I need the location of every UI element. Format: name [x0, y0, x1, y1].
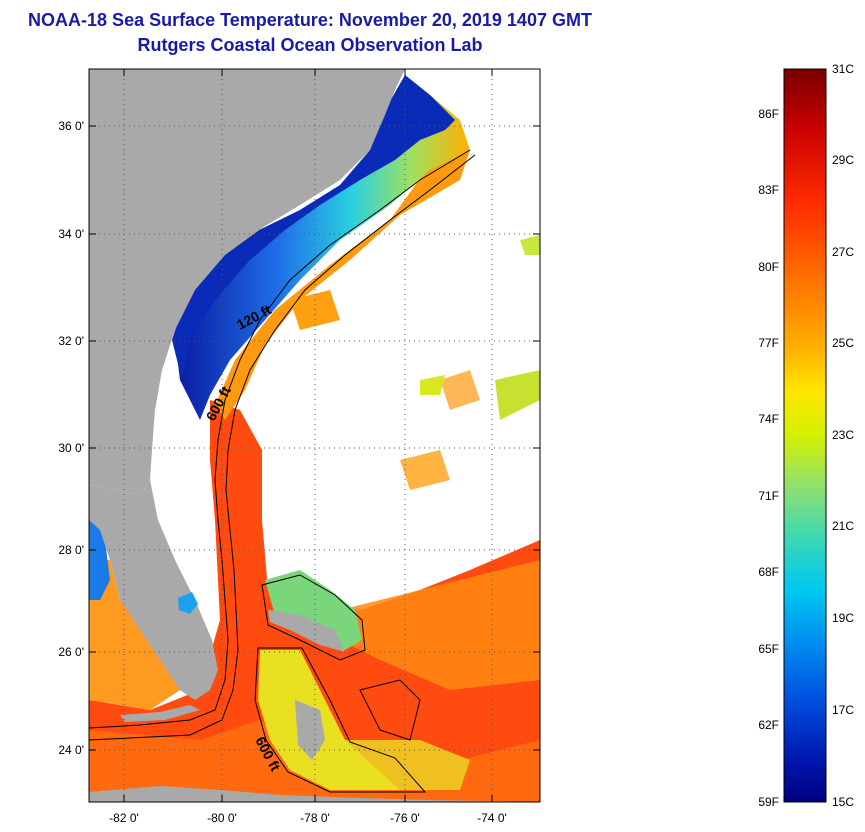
celsius-label: 23C [832, 428, 854, 442]
lat-label: 24 0' [58, 743, 84, 757]
fahrenheit-label: 65F [758, 642, 779, 656]
outer-orange-water [300, 560, 540, 690]
lon-label: -82 0' [109, 811, 139, 825]
bahamas-contour [254, 647, 427, 793]
lon-label: -76 0' [390, 811, 420, 825]
celsius-label: 27C [832, 245, 854, 259]
fahrenheit-label: 71F [758, 489, 779, 503]
shelf-orange-water [215, 150, 470, 420]
warm-patch [440, 370, 480, 410]
celsius-label: 17C [832, 703, 854, 717]
fahrenheit-label: 77F [758, 336, 779, 350]
lon-label: -78 0' [300, 811, 330, 825]
bahamas-contour [261, 574, 366, 661]
florida-keys [120, 705, 200, 722]
lat-label: 26 0' [58, 645, 84, 659]
lat-label: 32 0' [58, 334, 84, 348]
map-title: NOAA-18 Sea Surface Temperature: Novembe… [28, 10, 592, 30]
andros-island [295, 700, 325, 760]
lat-label: 36 0' [58, 119, 84, 133]
colorbar-fahrenheit-labels: 86F 83F 80F 77F 74F 71F 68F 65F 62F 59F [758, 107, 779, 809]
florida-land [89, 480, 218, 700]
florida-west-coast-water [89, 560, 180, 710]
fahrenheit-label: 80F [758, 260, 779, 274]
grid-lines [89, 69, 540, 802]
contour-120ft [89, 149, 471, 729]
great-bahama-bank [258, 650, 420, 790]
lake-okeechobee [178, 592, 198, 614]
map-subtitle: Rutgers Coastal Ocean Observation Lab [137, 35, 483, 55]
fahrenheit-label: 86F [758, 107, 779, 121]
dark-blue-nearshore [172, 75, 455, 380]
fahrenheit-label: 62F [758, 718, 779, 732]
celsius-label: 29C [832, 153, 854, 167]
lon-label: -74 0' [477, 811, 507, 825]
celsius-label: 21C [832, 519, 854, 533]
axis-ticks [89, 69, 540, 802]
map-area: 120 ft 600 ft 600 ft [89, 69, 540, 802]
lat-label: 34 0' [58, 227, 84, 241]
bahama-bank-south [345, 740, 470, 790]
warm-patch [400, 450, 450, 490]
yellow-green-patch [420, 375, 445, 395]
contour-600ft [89, 154, 476, 741]
celsius-label: 15C [832, 795, 854, 809]
colorbar [783, 68, 827, 803]
fahrenheit-label: 68F [758, 565, 779, 579]
grand-bahama-island [268, 610, 345, 652]
latitude-labels: 36 0' 34 0' 32 0' 30 0' 28 0' 26 0' 24 0… [58, 119, 84, 757]
lon-label: -80 0' [207, 811, 237, 825]
little-bahama-bank [265, 570, 362, 650]
bahamas-contour [359, 679, 421, 741]
celsius-label: 19C [832, 611, 854, 625]
fahrenheit-label: 59F [758, 795, 779, 809]
fahrenheit-label: 83F [758, 183, 779, 197]
lat-label: 28 0' [58, 543, 84, 557]
fahrenheit-label: 74F [758, 412, 779, 426]
celsius-label: 31C [832, 62, 854, 76]
lat-label: 30 0' [58, 441, 84, 455]
colorbar-celsius-labels: 31C 29C 27C 25C 23C 21C 19C 17C 15C [832, 62, 854, 809]
longitude-labels: -82 0' -80 0' -78 0' -76 0' -74 0' [109, 811, 507, 825]
us-southeast-land [89, 69, 405, 495]
celsius-label: 25C [832, 336, 854, 350]
cold-coastal-water [175, 75, 470, 420]
yellow-green-patch [520, 235, 540, 255]
yellow-green-patch [495, 370, 540, 420]
cuba-land [89, 786, 540, 802]
